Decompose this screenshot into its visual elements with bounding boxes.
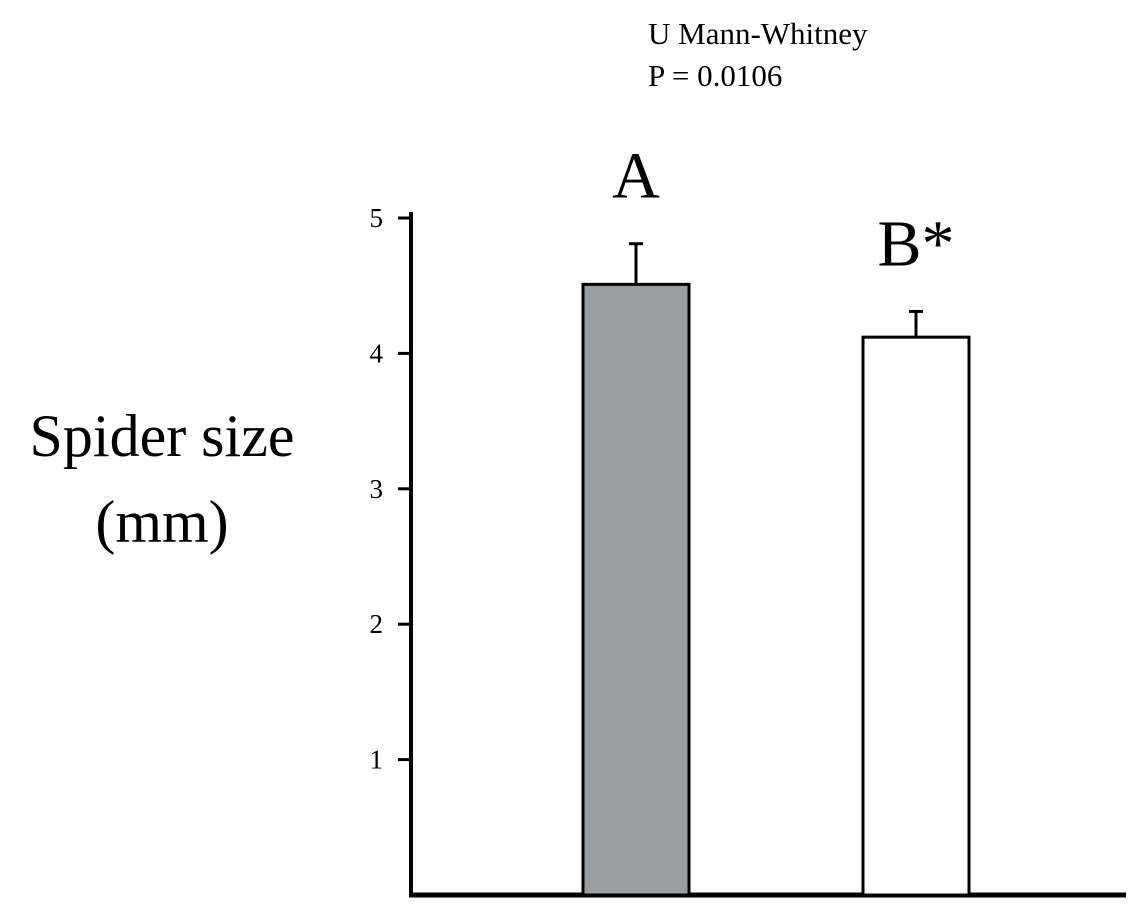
bar <box>861 335 971 897</box>
y-tick-label: 1 <box>370 745 384 775</box>
category-label: A <box>612 140 660 213</box>
y-tick-label: 4 <box>370 338 384 368</box>
category-label: B* <box>877 207 954 280</box>
y-tick-label: 5 <box>370 203 384 233</box>
bar <box>581 282 691 897</box>
y-tick-label: 3 <box>370 474 384 504</box>
y-tick-label: 2 <box>370 609 384 639</box>
annotation: P = 0.0106 <box>648 58 782 93</box>
y-axis-label: Spider size <box>30 403 295 469</box>
annotation: U Mann-Whitney <box>648 16 868 51</box>
y-axis-label: (mm) <box>95 489 228 555</box>
